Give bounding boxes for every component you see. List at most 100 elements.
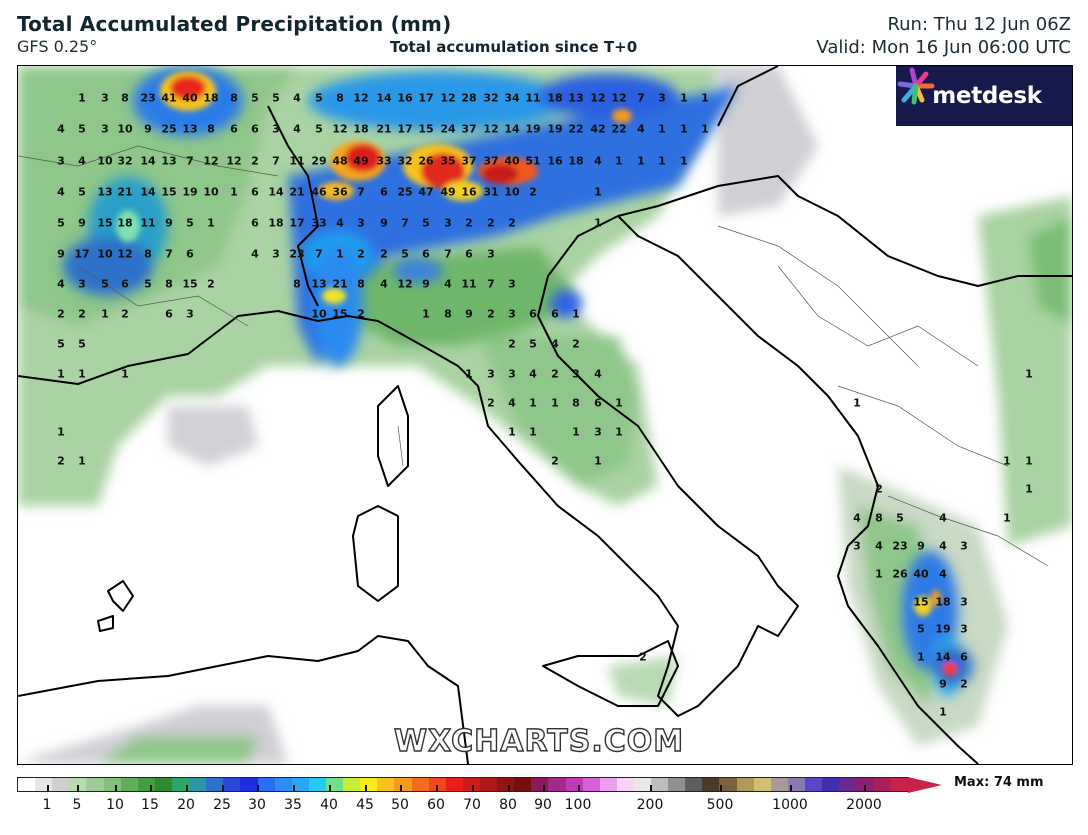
colorbar-swatch [240, 778, 258, 791]
precip-value-label: 12 [611, 91, 627, 105]
precip-value-label: 13 [311, 277, 327, 291]
precip-value-label: 14 [268, 185, 284, 199]
colorbar-swatch [308, 778, 326, 791]
precip-value-label: 3 [572, 367, 580, 381]
precip-value-label: 4 [444, 277, 452, 291]
precip-value-label: 3 [78, 277, 86, 291]
precip-value-label: 8 [444, 307, 452, 321]
precip-value-label: 9 [939, 677, 947, 691]
precip-value-label: 14 [935, 650, 951, 664]
precip-value-label: 37 [461, 122, 477, 136]
precip-value-label: 32 [397, 154, 413, 168]
colorbar-tick-mark [77, 785, 79, 791]
chart-title: Total Accumulated Precipitation (mm) [17, 12, 452, 36]
precip-value-label: 6 [380, 185, 388, 199]
precip-value-label: 3 [487, 367, 495, 381]
precip-value-label: 49 [353, 154, 369, 168]
precip-value-label: 1 [680, 154, 688, 168]
precip-value-label: 2 [487, 307, 495, 321]
precip-value-label: 8 [144, 247, 152, 261]
colorbar-tick-mark [47, 785, 49, 791]
colorbar-swatch [291, 778, 309, 791]
precip-value-label: 1 [680, 122, 688, 136]
precip-value-label: 1 [658, 154, 666, 168]
precip-value-label: 21 [332, 277, 348, 291]
precip-value-label: 2 [380, 247, 388, 261]
colorbar-tick-label: 80 [499, 797, 517, 813]
colorbar-swatch [668, 778, 686, 791]
precip-value-label: 5 [422, 216, 430, 230]
precip-value-label: 40 [182, 91, 198, 105]
precip-value-label: 5 [917, 622, 925, 636]
colorbar-swatch [479, 778, 498, 791]
precip-value-label: 7 [272, 154, 280, 168]
precip-value-label: 2 [121, 307, 129, 321]
precip-value-label: 3 [594, 425, 602, 439]
colorbar-tick-mark [864, 785, 866, 791]
precip-value-label: 9 [165, 216, 173, 230]
colorbar-tick-label: 5 [72, 797, 82, 813]
precip-value-label: 1 [572, 425, 580, 439]
precip-value-label: 12 [353, 91, 369, 105]
precip-value-label: 14 [140, 154, 156, 168]
precip-value-label: 5 [315, 122, 323, 136]
precip-value-label: 2 [551, 367, 559, 381]
colorbar-swatch [206, 778, 224, 791]
precip-value-label: 4 [78, 154, 86, 168]
precip-value-label: 4 [637, 122, 645, 136]
precip-value-label: 2 [357, 247, 365, 261]
precip-value-label: 4 [529, 367, 537, 381]
precip-value-label: 6 [422, 247, 430, 261]
precip-value-label: 34 [504, 91, 520, 105]
precip-value-label: 3 [508, 367, 516, 381]
precip-value-label: 3 [960, 622, 968, 636]
precip-value-label: 3 [272, 122, 280, 136]
precip-value-label: 1 [594, 216, 602, 230]
precip-value-label: 6 [186, 247, 194, 261]
precip-value-label: 8 [165, 277, 173, 291]
precip-value-label: 1 [1025, 367, 1033, 381]
colorbar-tick-mark [400, 785, 402, 791]
precip-value-label: 4 [293, 91, 301, 105]
precip-value-label: 4 [875, 539, 883, 553]
colorbar-swatch [651, 778, 669, 791]
precip-value-label: 13 [97, 185, 113, 199]
colorbar-swatch [890, 778, 908, 791]
precip-value-label: 25 [161, 122, 177, 136]
precip-value-label: 4 [251, 247, 259, 261]
precip-value-label: 37 [483, 154, 499, 168]
colorbar-swatch [531, 778, 549, 791]
precip-value-label: 17 [74, 247, 90, 261]
precip-value-label: 18 [547, 91, 563, 105]
precip-value-label: 1 [336, 247, 344, 261]
precip-value-label: 28 [461, 91, 477, 105]
precip-value-label: 33 [376, 154, 392, 168]
precip-value-label: 2 [508, 337, 516, 351]
precip-value-label: 4 [939, 511, 947, 525]
precip-value-label: 9 [57, 247, 65, 261]
precip-value-label: 18 [203, 91, 219, 105]
precip-value-label: 5 [896, 511, 904, 525]
colorbar-swatch [565, 778, 583, 791]
precip-value-label: 9 [917, 539, 925, 553]
precip-value-label: 2 [551, 454, 559, 468]
precip-value-label: 19 [935, 622, 951, 636]
precip-value-label: 11 [461, 277, 477, 291]
precip-value-label: 46 [311, 185, 327, 199]
precip-value-label: 1 [594, 454, 602, 468]
max-value-label: Max: 74 mm [954, 775, 1044, 790]
colorbar-swatch [497, 778, 515, 791]
precip-value-label: 5 [144, 277, 152, 291]
precip-value-label: 17 [289, 216, 305, 230]
colorbar-swatch [52, 778, 70, 791]
precip-value-label: 1 [121, 367, 129, 381]
precip-value-label: 23 [140, 91, 156, 105]
precip-value-label: 19 [547, 122, 563, 136]
precip-value-label: 7 [186, 154, 194, 168]
map-shading [18, 66, 1072, 764]
precip-value-label: 2 [487, 216, 495, 230]
colorbar-tick-mark [578, 785, 580, 791]
precip-value-label: 2 [57, 454, 65, 468]
precip-value-label: 41 [161, 91, 177, 105]
precip-value-label: 3 [57, 154, 65, 168]
